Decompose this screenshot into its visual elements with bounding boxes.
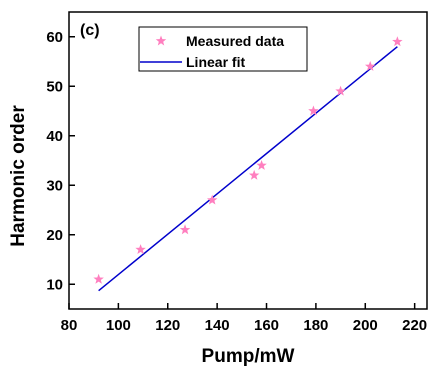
panel-label: (c) [80, 22, 100, 39]
x-tick-label: 80 [61, 317, 78, 334]
x-tick-label: 140 [205, 317, 230, 334]
legend-box [138, 26, 308, 72]
data-point [179, 224, 191, 235]
x-axis-ticks: 80 100 120 140 160 180 200 220 [61, 303, 427, 334]
x-tick-label: 100 [106, 317, 131, 334]
x-tick-label: 160 [254, 317, 279, 334]
x-tick-label: 200 [353, 317, 378, 334]
legend-star-marker [155, 35, 167, 46]
data-point [335, 85, 346, 96]
data-point [135, 244, 146, 255]
data-point [93, 273, 104, 284]
y-tick-label: 30 [46, 177, 63, 194]
data-point [364, 60, 376, 71]
series-layer [93, 36, 403, 292]
data-point [308, 105, 319, 116]
legend-label-linear-fit: Linear fit [186, 54, 245, 70]
legend: Measured data Linear fit [138, 26, 308, 72]
data-point [206, 194, 218, 205]
data-point [256, 159, 267, 170]
x-tick-label: 220 [402, 317, 427, 334]
data-point [248, 169, 260, 180]
y-tick-label: 20 [46, 227, 63, 244]
legend-marker-measured-data [155, 35, 167, 46]
x-axis-title: Pump/mW [202, 346, 295, 367]
x-tick-label: 180 [303, 317, 328, 334]
y-tick-label: 60 [46, 29, 63, 46]
plot-frame [68, 11, 428, 310]
fit-line [98, 46, 398, 292]
y-tick-label: 50 [46, 78, 63, 95]
x-tick-label: 120 [155, 317, 180, 334]
legend-label-measured-data: Measured data [186, 33, 284, 49]
y-tick-label: 40 [46, 128, 63, 145]
y-axis-ticks: 10 20 30 40 50 60 [46, 29, 75, 293]
y-tick-label: 10 [46, 276, 63, 293]
y-axis-title: Harmonic order [8, 105, 29, 247]
data-point [392, 36, 403, 47]
